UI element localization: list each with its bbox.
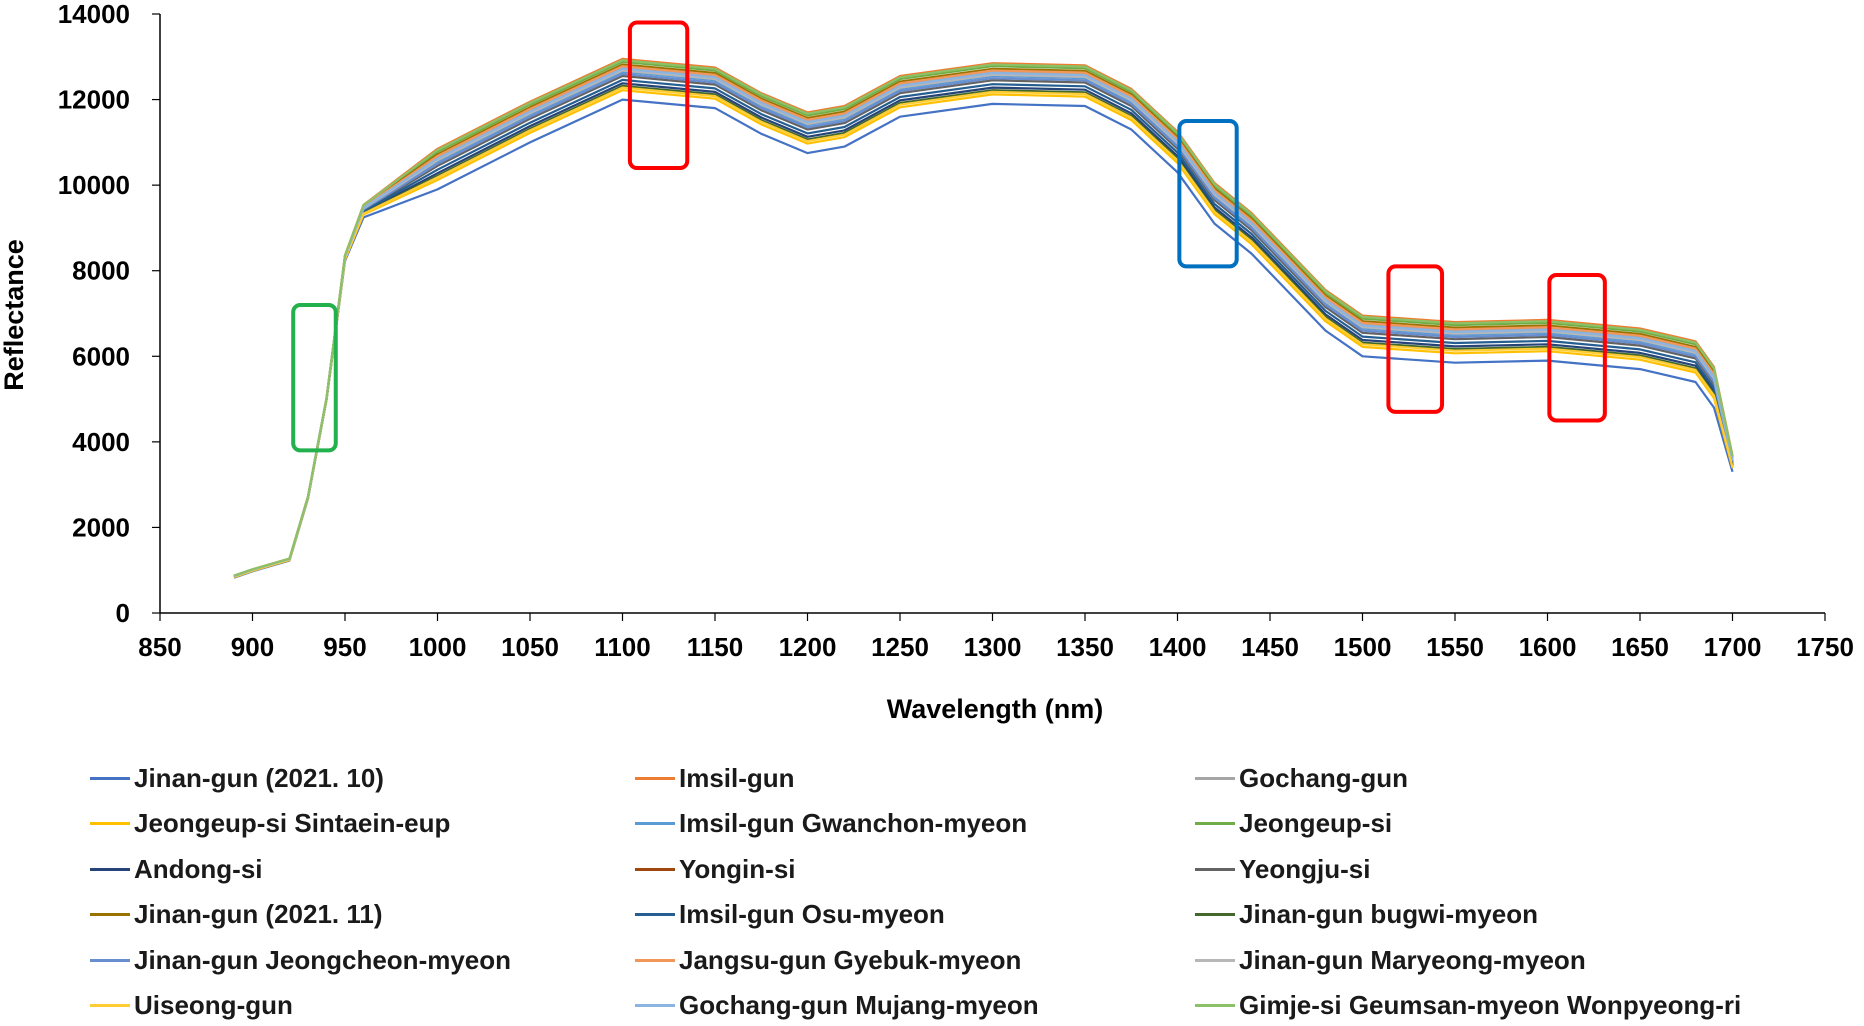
x-tick-label: 1100 (594, 632, 650, 662)
legend-label: Jeongeup-si Sintaein-eup (134, 808, 451, 838)
legend-item: Imsil-gun Gwanchon-myeon (635, 804, 1027, 844)
legend-item: Yongin-si (635, 849, 796, 889)
y-tick-label: 14000 (58, 0, 130, 29)
x-tick-label: 1600 (1519, 632, 1577, 662)
legend-label: Jinan-gun bugwi-myeon (1239, 899, 1538, 929)
x-tick-label: 1300 (964, 632, 1022, 662)
legend-label: Gochang-gun (1239, 762, 1408, 793)
legend-item: Jinan-gun Maryeong-myeon (1195, 940, 1586, 980)
y-tick-label: 10000 (58, 170, 130, 200)
legend-swatch (1195, 822, 1235, 825)
legend-item: Jinan-gun (2021. 10) (90, 758, 384, 798)
legend-label: Imsil-gun Osu-myeon (679, 899, 945, 929)
legend-label: Jangsu-gun Gyebuk-myeon (679, 944, 1022, 975)
x-tick-label: 1150 (687, 632, 743, 662)
legend-label: Jeongeup-si (1239, 808, 1393, 838)
legend-label: Imsil-gun Gwanchon-myeon (679, 808, 1028, 838)
x-tick-label: 1250 (871, 632, 929, 662)
legend-swatch (1195, 913, 1235, 916)
series-line (233, 57, 1734, 577)
legend-swatch (635, 867, 675, 871)
legend: Jinan-gun (2021. 10) Imsil-gun Gochang-gun… (90, 758, 1790, 1020)
legend-swatch (1195, 776, 1235, 780)
legend-swatch (635, 776, 675, 780)
x-tick-label: 1200 (779, 632, 837, 662)
series-lines (233, 57, 1734, 579)
legend-item: Jeongeup-si (1195, 804, 1392, 844)
legend-item: Uiseong-gun (90, 986, 293, 1026)
legend-label: Gimje-si Geumsan-myeon Wonpyeong-ri (1239, 990, 1742, 1020)
x-tick-label: 850 (138, 632, 181, 662)
legend-item: Andong-si (90, 849, 263, 889)
legend-swatch (635, 913, 675, 916)
x-tick-label: 1350 (1056, 632, 1114, 662)
legend-swatch (90, 822, 130, 825)
legend-item: Jinan-gun (2021. 11) (90, 895, 383, 935)
legend-item: Imsil-gun Osu-myeon (635, 895, 945, 935)
y-tick-label: 4000 (72, 427, 130, 457)
legend-swatch (1195, 1004, 1235, 1007)
highlight-box (1547, 272, 1607, 423)
legend-swatch (90, 958, 130, 962)
highlight-box (1177, 118, 1239, 269)
axis-titles: Wavelength (nm) Reflectance (0, 239, 1103, 724)
legend-swatch (90, 776, 130, 780)
legend-item: Jeongeup-si Sintaein-eup (90, 804, 450, 844)
legend-item: Gochang-gun Mujang-myeon (635, 986, 1039, 1026)
x-axis-title: Wavelength (nm) (887, 694, 1104, 724)
legend-swatch (635, 822, 675, 825)
legend-label: Jinan-gun Jeongcheon-myeon (134, 944, 512, 975)
legend-swatch (90, 913, 130, 916)
legend-label: Yongin-si (679, 853, 796, 884)
x-tick-label: 1500 (1334, 632, 1392, 662)
x-tick-label: 1400 (1149, 632, 1207, 662)
x-tick-label: 950 (323, 632, 366, 662)
legend-item: Gimje-si Geumsan-myeon Wonpyeong-ri (1195, 986, 1741, 1026)
legend-label: Uiseong-gun (134, 990, 293, 1020)
legend-label: Yeongju-si (1239, 853, 1371, 884)
legend-item: Jangsu-gun Gyebuk-myeon (635, 940, 1021, 980)
highlight-box (627, 20, 690, 171)
legend-label: Gochang-gun Mujang-myeon (679, 990, 1039, 1020)
x-tick-label: 1700 (1704, 632, 1762, 662)
legend-swatch (90, 867, 130, 871)
legend-swatch (635, 958, 675, 962)
x-tick-label: 1450 (1241, 632, 1299, 662)
legend-label: Jinan-gun (2021. 11) (134, 899, 383, 929)
series-line (233, 59, 1734, 577)
legend-label: Imsil-gun (679, 762, 795, 793)
annotation-boxes (291, 20, 1607, 453)
y-tick-label: 12000 (58, 85, 130, 115)
x-tick-label: 1550 (1426, 632, 1484, 662)
x-tick-label: 900 (231, 632, 274, 662)
x-tick-label: 1000 (409, 632, 467, 662)
y-axis-title: Reflectance (0, 239, 29, 391)
legend-item: Yeongju-si (1195, 849, 1370, 889)
legend-item: Jinan-gun Jeongcheon-myeon (90, 940, 511, 980)
legend-label: Jinan-gun Maryeong-myeon (1239, 944, 1586, 975)
y-tick-label: 6000 (72, 341, 130, 371)
x-tick-label: 1650 (1611, 632, 1669, 662)
legend-swatch (90, 1004, 130, 1007)
legend-label: Andong-si (134, 853, 263, 884)
y-tick-label: 2000 (72, 512, 130, 542)
axes: 850 900 950 1000 1050 1100 1150 1200 1250 1300 135… (58, 0, 1854, 662)
legend-item: Imsil-gun (635, 758, 795, 798)
legend-label: Jinan-gun (2021. 10) (134, 762, 384, 793)
highlight-box (1386, 264, 1445, 414)
y-tick-label: 8000 (72, 256, 130, 286)
y-tick-label: 0 (116, 598, 130, 628)
x-tick-label: 1750 (1796, 632, 1854, 662)
legend-swatch (1195, 867, 1235, 871)
legend-item: Jinan-gun bugwi-myeon (1195, 895, 1538, 935)
x-tick-label: 1050 (501, 632, 559, 662)
legend-swatch (635, 1004, 675, 1007)
legend-swatch (1195, 958, 1235, 962)
legend-item: Gochang-gun (1195, 758, 1408, 798)
highlight-box (291, 302, 338, 453)
